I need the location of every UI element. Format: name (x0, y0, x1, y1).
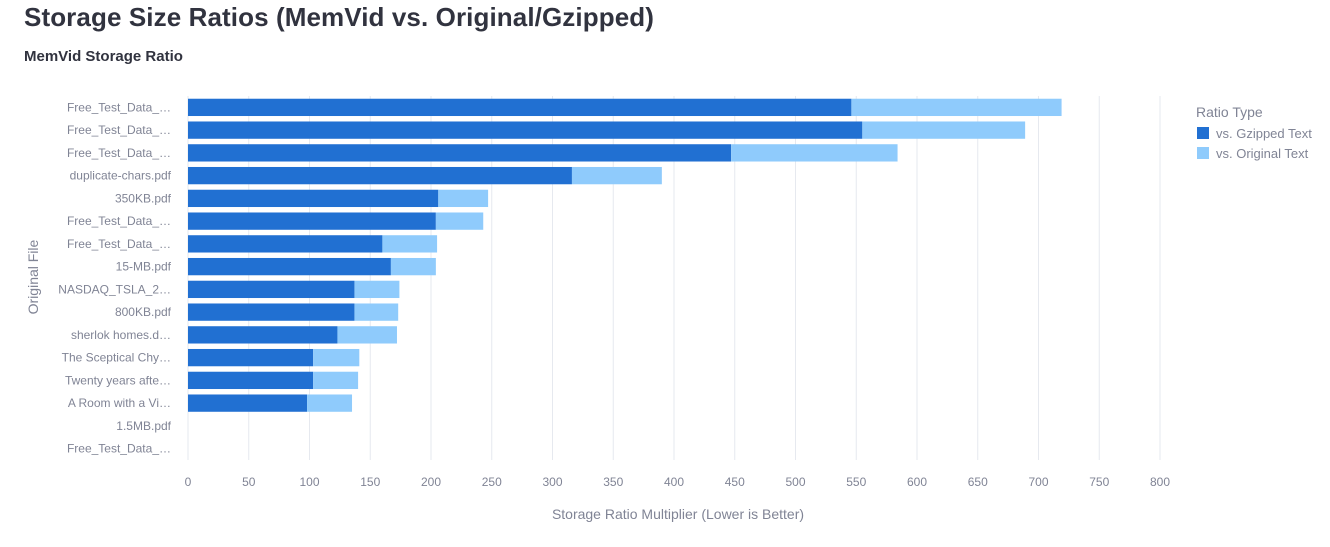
y-tick-label: 800KB.pdf (115, 305, 172, 319)
bar-original[interactable] (307, 394, 353, 412)
x-tick-label: 550 (846, 475, 866, 489)
chart-title: MemVid Storage Ratio (24, 48, 183, 65)
x-tick-label: 600 (907, 475, 927, 489)
bar-original[interactable] (354, 303, 399, 321)
bar-original[interactable] (731, 144, 898, 162)
legend-label-gzipped[interactable]: vs. Gzipped Text (1216, 126, 1312, 141)
x-tick-label: 700 (1028, 475, 1048, 489)
x-tick-labels: 0 50 100 150 200 250 300 350 400 450 500 550 600 650 7… (185, 475, 1171, 489)
y-tick-label: 1.5MB.pdf (116, 419, 171, 433)
y-tick-label: Free_Test_Data_… (67, 442, 171, 456)
y-tick-label: A Room with a Vi… (68, 396, 171, 410)
x-tick-label: 200 (421, 475, 441, 489)
bar-gzipped[interactable] (188, 98, 852, 117)
x-tick-label: 800 (1150, 475, 1170, 489)
bar-original[interactable] (571, 166, 662, 185)
bar-original[interactable] (337, 326, 397, 344)
y-tick-label: Twenty years afte… (65, 373, 171, 387)
bar-gzipped[interactable] (188, 121, 863, 139)
x-tick-label: 50 (242, 475, 256, 489)
x-tick-label: 750 (1089, 475, 1109, 489)
y-tick-label: Free_Test_Data_… (67, 214, 171, 228)
bar-gzipped[interactable] (188, 257, 391, 276)
y-tick-label: Free_Test_Data_… (67, 237, 171, 251)
y-tick-label: 350KB.pdf (115, 191, 172, 205)
bar-gzipped[interactable] (188, 166, 572, 185)
legend-swatch-gzipped (1197, 127, 1209, 139)
x-tick-label: 150 (360, 475, 380, 489)
bar-gzipped[interactable] (188, 394, 308, 412)
x-axis-title: Storage Ratio Multiplier (Lower is Bette… (552, 506, 804, 522)
y-tick-labels: Free_Test_Data_… Free_Test_Data_… Free_Tes… (58, 100, 171, 455)
x-tick-label: 400 (664, 475, 684, 489)
bar-gzipped[interactable] (188, 144, 732, 162)
bars-group (188, 98, 1062, 412)
y-tick-label: Free_Test_Data_… (67, 146, 171, 160)
bar-gzipped[interactable] (188, 348, 314, 367)
bar-gzipped[interactable] (188, 326, 338, 344)
x-tick-label: 350 (603, 475, 623, 489)
x-tick-label: 450 (725, 475, 745, 489)
x-tick-label: 0 (185, 475, 192, 489)
y-tick-label: Free_Test_Data_… (67, 100, 171, 114)
bar-original[interactable] (354, 280, 400, 299)
bar-original[interactable] (313, 348, 360, 367)
page-title: Storage Size Ratios (MemVid vs. Original… (24, 2, 654, 32)
legend-label-original[interactable]: vs. Original Text (1216, 146, 1309, 161)
y-tick-label: NASDAQ_TSLA_2… (58, 282, 171, 296)
x-tick-label: 250 (482, 475, 502, 489)
y-tick-label: The Sceptical Chy… (62, 351, 171, 365)
x-tick-label: 650 (968, 475, 988, 489)
bar-original[interactable] (435, 212, 484, 230)
legend: Ratio Type vs. Gzipped Text vs. Original … (1196, 104, 1312, 161)
bar-original[interactable] (862, 121, 1026, 139)
bar-original[interactable] (438, 189, 489, 208)
bar-original[interactable] (390, 257, 436, 276)
y-tick-label: Free_Test_Data_… (67, 123, 171, 137)
y-tick-label: 15-MB.pdf (116, 260, 172, 274)
bar-gzipped[interactable] (188, 303, 355, 321)
bar-gzipped[interactable] (188, 371, 314, 390)
legend-swatch-original (1197, 147, 1209, 159)
y-tick-label: sherlok homes.d… (71, 328, 171, 342)
y-axis-title: Original File (25, 239, 41, 314)
bar-gzipped[interactable] (188, 189, 439, 208)
y-tick-label: duplicate-chars.pdf (70, 169, 172, 183)
bar-original[interactable] (851, 98, 1062, 117)
x-tick-label: 500 (785, 475, 805, 489)
bar-gzipped[interactable] (188, 235, 383, 253)
x-tick-label: 300 (542, 475, 562, 489)
legend-title: Ratio Type (1196, 104, 1263, 120)
bar-original[interactable] (313, 371, 359, 390)
bar-original[interactable] (382, 235, 438, 253)
x-tick-label: 100 (299, 475, 319, 489)
bar-gzipped[interactable] (188, 212, 436, 230)
bar-gzipped[interactable] (188, 280, 355, 299)
